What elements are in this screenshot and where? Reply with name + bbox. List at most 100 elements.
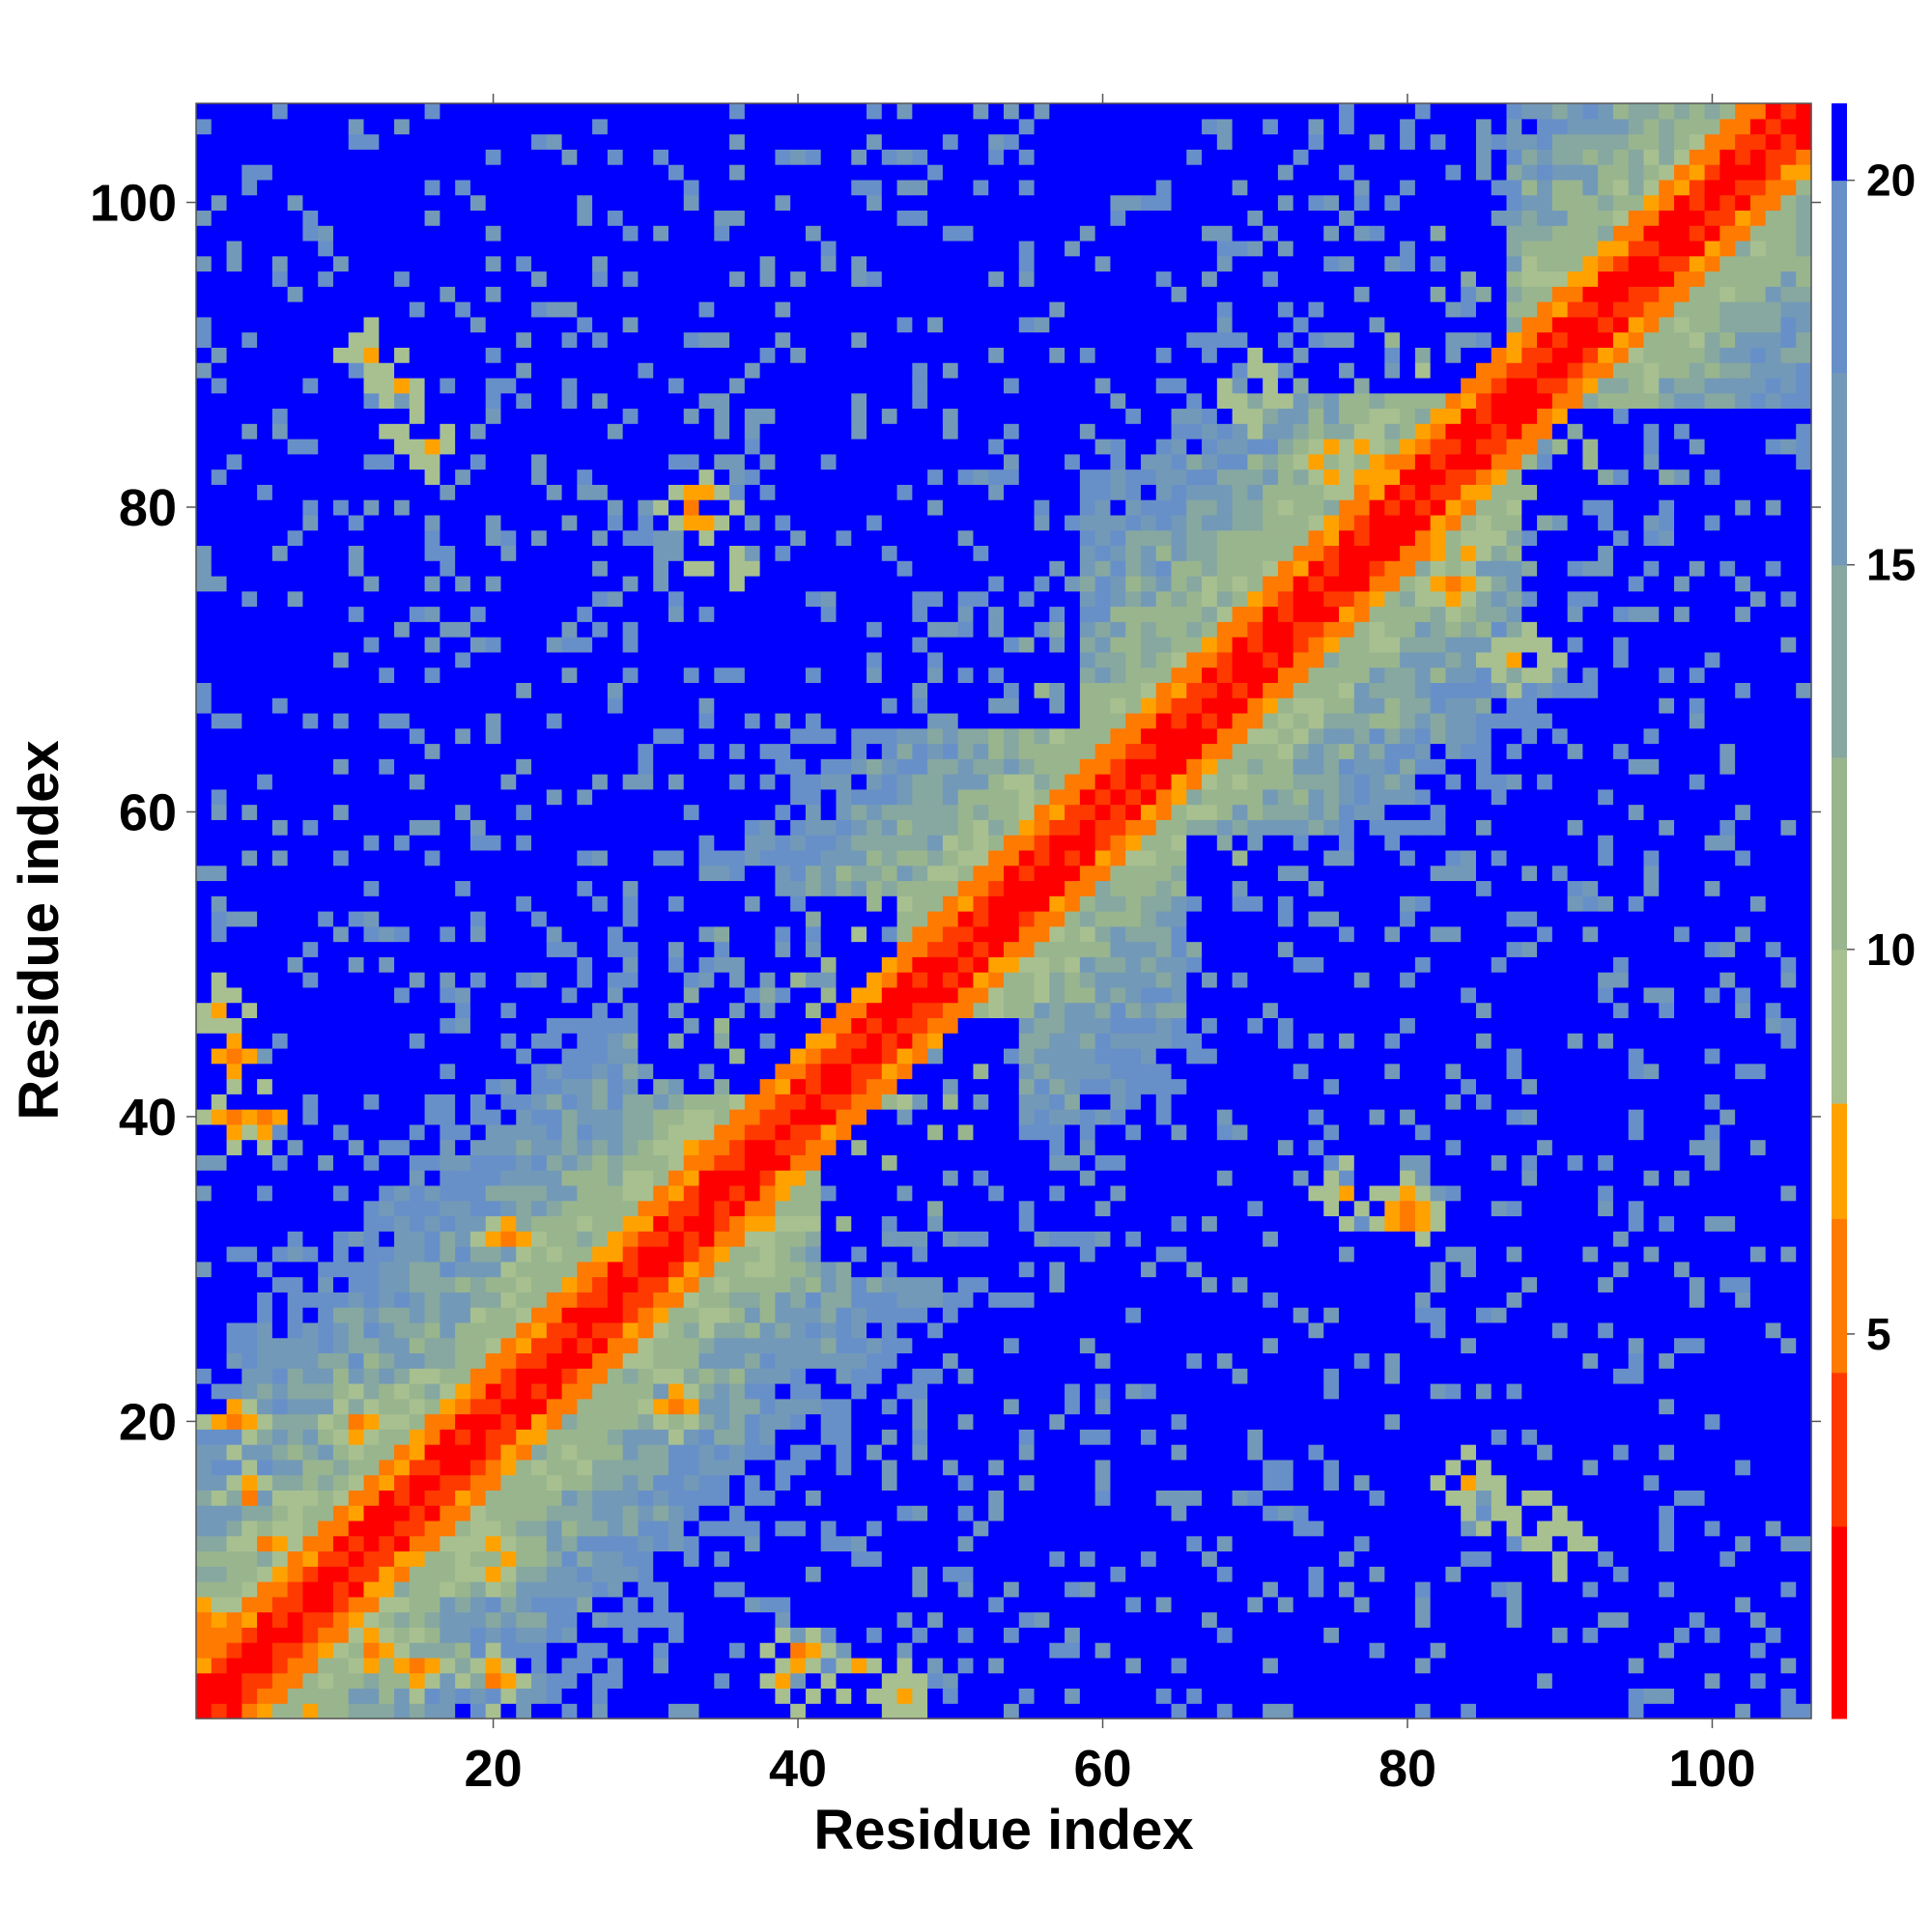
heatmap-cell — [257, 1703, 273, 1719]
heatmap-cell — [531, 651, 548, 668]
heatmap-cell — [867, 1261, 883, 1278]
heatmap-cell — [287, 758, 304, 775]
heatmap-cell — [714, 1550, 730, 1567]
heatmap-cell — [211, 362, 228, 379]
heatmap-cell — [455, 1429, 471, 1445]
heatmap-cell — [318, 637, 334, 653]
heatmap-cell — [455, 301, 471, 318]
heatmap-cell — [302, 1444, 319, 1461]
heatmap-cell — [271, 347, 289, 363]
heatmap-cell — [242, 1703, 258, 1719]
heatmap-cell — [836, 849, 852, 867]
heatmap-cell — [744, 225, 761, 242]
heatmap-cell — [242, 1063, 258, 1080]
heatmap-cell — [226, 606, 242, 622]
heatmap-cell — [226, 1307, 242, 1323]
heatmap-cell — [759, 1200, 776, 1217]
heatmap-cell — [226, 1581, 242, 1598]
heatmap-cell — [485, 1444, 502, 1461]
heatmap-cell — [455, 1444, 471, 1461]
heatmap-cell — [271, 408, 289, 424]
heatmap-cell — [638, 1002, 654, 1019]
heatmap-cell — [805, 529, 822, 547]
heatmap-cell — [698, 682, 715, 698]
heatmap-cell — [820, 788, 838, 806]
heatmap-cell — [805, 1063, 822, 1080]
heatmap-cell — [546, 1321, 563, 1339]
heatmap-cell — [469, 941, 487, 957]
heatmap-cell — [424, 575, 440, 592]
heatmap-cell — [379, 1474, 395, 1491]
heatmap-cell — [683, 362, 700, 379]
heatmap-cell — [332, 1246, 350, 1263]
heatmap-cell — [363, 1078, 380, 1094]
heatmap-cell — [196, 1123, 213, 1141]
heatmap-cell — [485, 712, 502, 729]
heatmap-cell — [424, 1459, 440, 1476]
heatmap-cell — [668, 377, 685, 394]
heatmap-cell — [409, 1123, 426, 1141]
heatmap-cell — [394, 727, 411, 745]
heatmap-cell — [714, 637, 730, 653]
heatmap-cell — [668, 529, 685, 547]
heatmap-cell — [577, 956, 593, 973]
heatmap-cell — [424, 1505, 440, 1521]
heatmap-cell — [881, 1520, 898, 1537]
heatmap-cell — [409, 1535, 426, 1552]
heatmap-cell — [805, 1215, 822, 1232]
heatmap-cell — [332, 408, 350, 424]
heatmap-cell — [836, 637, 852, 653]
heatmap-cell — [683, 1063, 700, 1080]
heatmap-cell — [500, 697, 517, 714]
heatmap-cell — [683, 590, 700, 608]
heatmap-cell — [836, 1535, 852, 1552]
heatmap-cell — [379, 1550, 395, 1567]
heatmap-cell — [790, 667, 807, 683]
heatmap-cell — [775, 804, 791, 820]
heatmap-cell — [516, 1642, 532, 1659]
heatmap-cell — [622, 286, 639, 302]
heatmap-cell — [455, 408, 471, 424]
heatmap-cell — [196, 118, 213, 135]
heatmap-cell — [836, 575, 852, 592]
heatmap-cell — [318, 1474, 334, 1491]
heatmap-cell — [607, 651, 624, 668]
heatmap-cell — [896, 1581, 913, 1598]
heatmap-cell — [744, 865, 761, 882]
heatmap-cell — [196, 1611, 213, 1628]
heatmap-cell — [836, 1703, 852, 1719]
heatmap-cell — [775, 1063, 791, 1080]
heatmap-cell — [759, 758, 776, 775]
heatmap-cell — [638, 1047, 654, 1065]
heatmap-cell — [469, 103, 487, 120]
heatmap-cell — [379, 1321, 395, 1339]
heatmap-cell — [424, 1231, 440, 1247]
heatmap-cell — [546, 1520, 563, 1537]
heatmap-cell — [469, 1063, 487, 1080]
heatmap-cell — [775, 1535, 791, 1552]
heatmap-cell — [379, 682, 395, 698]
heatmap-cell — [698, 1123, 715, 1141]
heatmap-cell — [531, 1261, 548, 1278]
heatmap-cell — [363, 788, 380, 806]
heatmap-cell — [851, 1596, 867, 1613]
heatmap-cell — [257, 621, 273, 638]
heatmap-cell — [881, 1321, 898, 1339]
heatmap-cell — [867, 1063, 883, 1080]
heatmap-cell — [226, 1337, 242, 1354]
heatmap-cell — [744, 149, 761, 165]
heatmap-cell — [516, 1611, 532, 1628]
heatmap-cell — [332, 1017, 350, 1034]
heatmap-cell — [318, 1382, 334, 1400]
heatmap-cell — [653, 1002, 669, 1019]
heatmap-cell — [683, 1184, 700, 1202]
heatmap-cell — [896, 499, 913, 516]
heatmap-cell — [196, 103, 213, 120]
heatmap-cell — [744, 788, 761, 806]
heatmap-cell — [775, 1688, 791, 1704]
heatmap-cell — [836, 1231, 852, 1247]
heatmap-cell — [394, 1109, 411, 1125]
heatmap-cell — [363, 1231, 380, 1247]
heatmap-cell — [759, 1017, 776, 1034]
heatmap-cell — [531, 1321, 548, 1339]
